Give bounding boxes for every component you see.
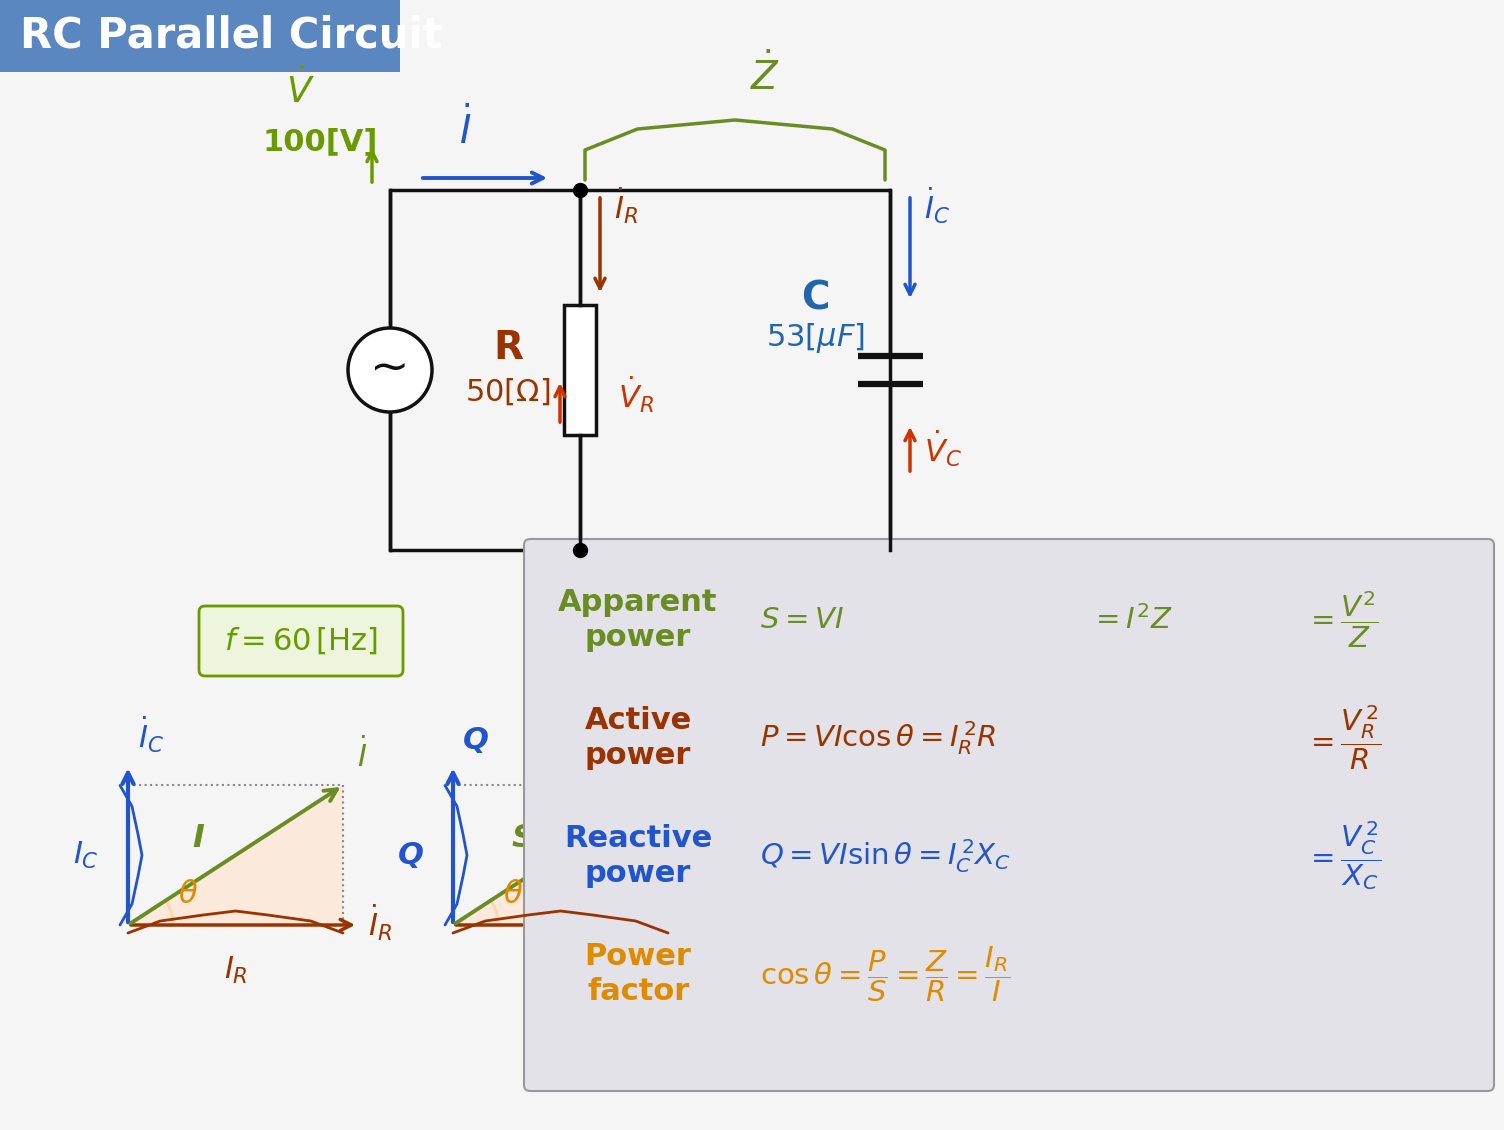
Text: $\dot{I}_C$: $\dot{I}_C$ bbox=[923, 185, 951, 226]
Text: $S = VI$: $S = VI$ bbox=[760, 606, 844, 634]
Text: Reactive
power: Reactive power bbox=[564, 824, 711, 888]
Text: C: C bbox=[800, 279, 829, 318]
Text: ~: ~ bbox=[370, 346, 409, 391]
Polygon shape bbox=[453, 785, 668, 925]
Text: $\cos\theta = \dfrac{P}{S} = \dfrac{Z}{R} = \dfrac{I_R}{I}$: $\cos\theta = \dfrac{P}{S} = \dfrac{Z}{R… bbox=[760, 944, 1011, 1003]
Text: $\dot{V}$: $\dot{V}$ bbox=[286, 69, 314, 110]
Text: $\dot{V}_R$: $\dot{V}_R$ bbox=[618, 374, 654, 416]
Text: $= \dfrac{V_R^{\,2}}{R}$: $= \dfrac{V_R^{\,2}}{R}$ bbox=[1305, 704, 1382, 772]
Text: Apparent
power: Apparent power bbox=[558, 588, 717, 652]
Text: $P = VI\cos\theta = I_R^{\,2}R$: $P = VI\cos\theta = I_R^{\,2}R$ bbox=[760, 719, 996, 757]
Text: P: P bbox=[549, 956, 572, 984]
Text: $f = 60\,[\mathrm{Hz}]$: $f = 60\,[\mathrm{Hz}]$ bbox=[224, 626, 378, 657]
Text: Q: Q bbox=[463, 727, 489, 755]
Text: $53[\mu F]$: $53[\mu F]$ bbox=[766, 321, 865, 355]
Text: $\theta$: $\theta$ bbox=[177, 880, 199, 909]
Text: $\dot{I}$: $\dot{I}$ bbox=[459, 107, 471, 153]
FancyBboxPatch shape bbox=[523, 539, 1493, 1090]
Text: $\dot{V}_C$: $\dot{V}_C$ bbox=[923, 428, 963, 469]
Text: $= I^2 Z$: $= I^2 Z$ bbox=[1090, 605, 1173, 635]
Polygon shape bbox=[128, 785, 343, 925]
Text: S: S bbox=[511, 824, 535, 854]
Text: RC Parallel Circuit: RC Parallel Circuit bbox=[20, 15, 442, 56]
Text: $\dot{Z}$: $\dot{Z}$ bbox=[750, 53, 781, 98]
Text: $Q = VI\sin\theta = I_C^{\,2}X_C$: $Q = VI\sin\theta = I_C^{\,2}X_C$ bbox=[760, 837, 1011, 875]
Text: $= \dfrac{V_C^{\,2}}{X_C}$: $= \dfrac{V_C^{\,2}}{X_C}$ bbox=[1305, 819, 1382, 893]
Text: $I_C$: $I_C$ bbox=[74, 840, 99, 871]
Text: I: I bbox=[193, 824, 205, 854]
Circle shape bbox=[347, 328, 432, 412]
Text: Active
power: Active power bbox=[585, 705, 692, 771]
Text: $\dot{I}_C$: $\dot{I}_C$ bbox=[138, 714, 164, 755]
Text: $\theta$: $\theta$ bbox=[502, 880, 523, 909]
Bar bbox=[0, 0, 400, 72]
Text: $= \dfrac{V^2}{Z}$: $= \dfrac{V^2}{Z}$ bbox=[1305, 590, 1379, 650]
Text: Q: Q bbox=[399, 841, 424, 870]
Text: $\dot{I}_R$: $\dot{I}_R$ bbox=[614, 185, 638, 226]
Text: $I_R$: $I_R$ bbox=[224, 955, 248, 985]
FancyBboxPatch shape bbox=[199, 606, 403, 676]
Text: Power
factor: Power factor bbox=[585, 941, 692, 1007]
Text: 100[V]: 100[V] bbox=[262, 128, 378, 156]
Text: $\dot{I}_R$: $\dot{I}_R$ bbox=[368, 903, 393, 944]
Bar bbox=[564, 305, 596, 435]
Text: $\dot{I}$: $\dot{I}$ bbox=[356, 738, 367, 773]
Text: R: R bbox=[493, 329, 523, 367]
Text: $50[\Omega]$: $50[\Omega]$ bbox=[465, 376, 550, 407]
